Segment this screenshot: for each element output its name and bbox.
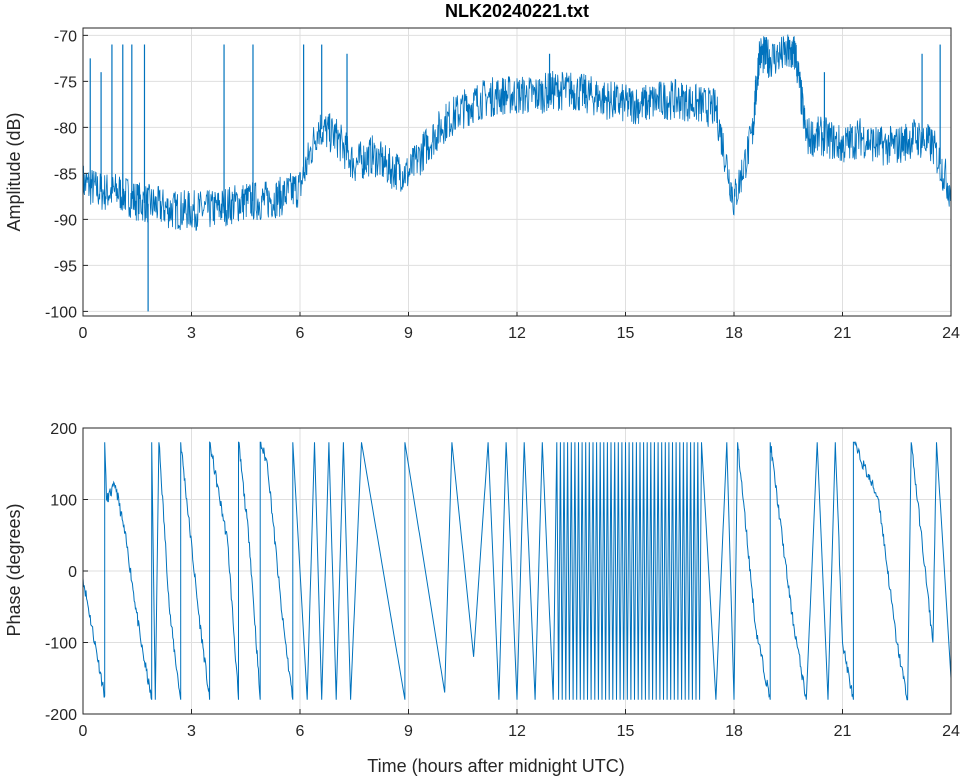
x-tick-label: 21 <box>834 723 852 740</box>
xlabel: Time (hours after midnight UTC) <box>367 756 624 776</box>
y-tick-label: 0 <box>68 564 77 581</box>
amplitude-series <box>83 34 951 312</box>
y-tick-label: -95 <box>54 258 77 275</box>
y-tick-label: -200 <box>45 707 77 724</box>
amplitude-line <box>83 34 951 231</box>
chart-title: NLK20240221.txt <box>445 1 589 21</box>
x-tick-label: 12 <box>508 325 526 342</box>
x-tick-label: 0 <box>79 723 88 740</box>
x-tick-label: 15 <box>617 325 635 342</box>
y-tick-label: -100 <box>45 304 77 321</box>
y-tick-label: -90 <box>54 212 77 229</box>
amplitude-axes: 0 3 6 9 12 15 18 21 24 -70 -75 -80 -85 -90 -95 -100 <box>45 27 960 342</box>
y-tick-label: -85 <box>54 166 77 183</box>
y-tick-label: -100 <box>45 636 77 653</box>
x-tick-label: 21 <box>834 325 852 342</box>
y-tick-label: 200 <box>50 421 77 438</box>
amplitude-ylabel: Amplitude (dB) <box>4 112 24 231</box>
y-tick-label: 100 <box>50 493 77 510</box>
y-tick-label: -70 <box>54 28 77 45</box>
x-tick-label: 3 <box>187 723 196 740</box>
phase-line <box>82 441 952 701</box>
axes-frame <box>82 27 952 317</box>
x-tick-label: 12 <box>508 723 526 740</box>
phase-axes: 0 3 6 9 12 15 18 21 24 200 100 0 -100 -200 <box>45 421 960 740</box>
x-tick-label: 6 <box>296 723 305 740</box>
x-tick-label: 0 <box>79 325 88 342</box>
x-tick-label: 18 <box>725 723 743 740</box>
y-tick-label: -80 <box>54 120 77 137</box>
x-tick-label: 9 <box>404 723 413 740</box>
axes-frame <box>82 427 952 715</box>
phase-ylabel: Phase (degrees) <box>4 503 24 636</box>
y-tick-label: -75 <box>54 74 77 91</box>
x-tick-label: 6 <box>296 325 305 342</box>
x-tick-label: 15 <box>617 723 635 740</box>
x-tick-label: 9 <box>404 325 413 342</box>
x-tick-label: 3 <box>187 325 196 342</box>
x-tick-label: 24 <box>942 723 960 740</box>
x-tick-label: 18 <box>725 325 743 342</box>
x-tick-label: 24 <box>942 325 960 342</box>
